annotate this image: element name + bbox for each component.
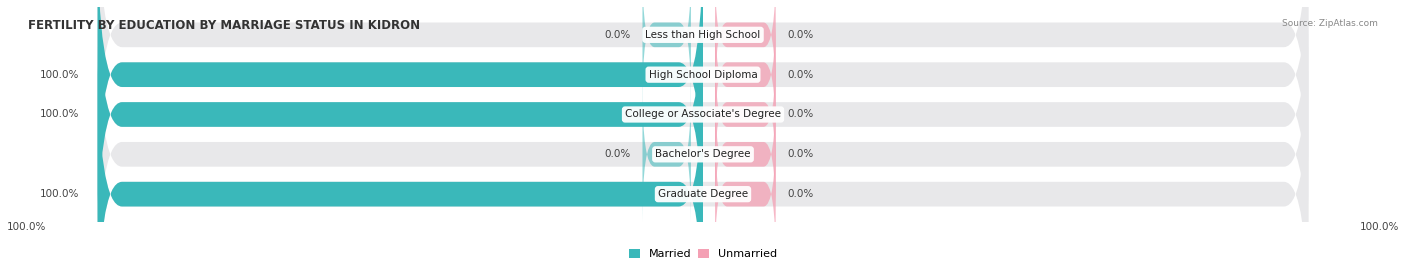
FancyBboxPatch shape [98, 47, 703, 269]
FancyBboxPatch shape [643, 87, 690, 222]
FancyBboxPatch shape [716, 7, 776, 142]
FancyBboxPatch shape [98, 0, 1308, 182]
Text: 100.0%: 100.0% [7, 222, 46, 232]
Text: 0.0%: 0.0% [605, 149, 630, 159]
Text: 0.0%: 0.0% [787, 189, 814, 199]
FancyBboxPatch shape [98, 7, 1308, 269]
Text: Graduate Degree: Graduate Degree [658, 189, 748, 199]
FancyBboxPatch shape [716, 47, 776, 182]
Text: High School Diploma: High School Diploma [648, 70, 758, 80]
FancyBboxPatch shape [98, 47, 1308, 269]
Legend: Married, Unmarried: Married, Unmarried [624, 245, 782, 264]
Text: Less than High School: Less than High School [645, 30, 761, 40]
Text: 100.0%: 100.0% [1360, 222, 1399, 232]
Text: Source: ZipAtlas.com: Source: ZipAtlas.com [1282, 19, 1378, 28]
FancyBboxPatch shape [98, 0, 703, 261]
Text: 100.0%: 100.0% [41, 70, 80, 80]
FancyBboxPatch shape [716, 0, 776, 102]
FancyBboxPatch shape [98, 0, 1308, 222]
FancyBboxPatch shape [716, 127, 776, 261]
Text: 0.0%: 0.0% [787, 149, 814, 159]
FancyBboxPatch shape [98, 0, 703, 222]
Text: Bachelor's Degree: Bachelor's Degree [655, 149, 751, 159]
FancyBboxPatch shape [98, 0, 1308, 261]
Text: 0.0%: 0.0% [605, 30, 630, 40]
Text: FERTILITY BY EDUCATION BY MARRIAGE STATUS IN KIDRON: FERTILITY BY EDUCATION BY MARRIAGE STATU… [28, 19, 420, 32]
Text: 0.0%: 0.0% [787, 109, 814, 119]
Text: 100.0%: 100.0% [41, 189, 80, 199]
Text: 100.0%: 100.0% [41, 109, 80, 119]
Text: 0.0%: 0.0% [787, 70, 814, 80]
Text: College or Associate's Degree: College or Associate's Degree [626, 109, 780, 119]
FancyBboxPatch shape [716, 87, 776, 222]
FancyBboxPatch shape [643, 0, 690, 102]
Text: 0.0%: 0.0% [787, 30, 814, 40]
